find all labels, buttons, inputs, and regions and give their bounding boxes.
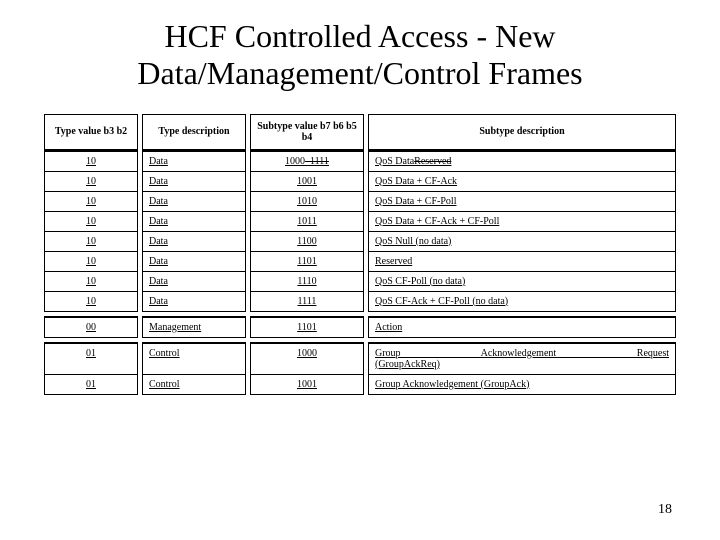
table-cell: Reserved bbox=[368, 252, 676, 272]
table-cell: Data bbox=[142, 252, 246, 272]
table-cell: 1101 bbox=[250, 316, 364, 338]
table-cell: 01 bbox=[44, 342, 138, 375]
table-cell: 1000 bbox=[250, 342, 364, 375]
table-cell: 10 bbox=[44, 192, 138, 212]
table-cell: Data bbox=[142, 212, 246, 232]
table-cell: QoS CF-Poll (no data) bbox=[368, 272, 676, 292]
table-cell: Management bbox=[142, 316, 246, 338]
table-cell: 1010 bbox=[250, 192, 364, 212]
table-cell: Group Acknowledgement (GroupAck) bbox=[368, 375, 676, 395]
table-cell: 10 bbox=[44, 172, 138, 192]
page-number: 18 bbox=[658, 502, 672, 518]
slide: HCF Controlled Access - New Data/Managem… bbox=[0, 0, 720, 540]
table-cell: QoS Data + CF-Ack bbox=[368, 172, 676, 192]
table-cell: QoS CF-Ack + CF-Poll (no data) bbox=[368, 292, 676, 312]
col-subtype-value: Subtype value b7 b6 b5 b4 bbox=[250, 114, 364, 150]
table-cell: Control bbox=[142, 375, 246, 395]
table-row: 10Data1011QoS Data + CF-Ack + CF-Poll bbox=[44, 212, 676, 232]
table-cell: 1000–1111 bbox=[250, 150, 364, 172]
table-cell: 10 bbox=[44, 212, 138, 232]
table-cell: 1001 bbox=[250, 172, 364, 192]
frames-table: Type value b3 b2 Type description Subtyp… bbox=[40, 114, 680, 395]
table-cell: Data bbox=[142, 272, 246, 292]
table-cell: Data bbox=[142, 192, 246, 212]
table-cell: 01 bbox=[44, 375, 138, 395]
col-subtype-desc: Subtype description bbox=[368, 114, 676, 150]
table-cell: Data bbox=[142, 292, 246, 312]
table-cell: Data bbox=[142, 232, 246, 252]
table-cell: 10 bbox=[44, 252, 138, 272]
table-row: 10Data1110QoS CF-Poll (no data) bbox=[44, 272, 676, 292]
table-cell: Data bbox=[142, 172, 246, 192]
table-row: 01Control1000Group Acknowledgement Reque… bbox=[44, 342, 676, 375]
table-row: 10Data1111QoS CF-Ack + CF-Poll (no data) bbox=[44, 292, 676, 312]
table-cell: 00 bbox=[44, 316, 138, 338]
table-cell: Action bbox=[368, 316, 676, 338]
table-row: 10Data1001QoS Data + CF-Ack bbox=[44, 172, 676, 192]
table-row: 01Control1001Group Acknowledgement (Grou… bbox=[44, 375, 676, 395]
table-cell: 10 bbox=[44, 150, 138, 172]
table-cell: 1011 bbox=[250, 212, 364, 232]
table-cell: Group Acknowledgement Request(GroupAckRe… bbox=[368, 342, 676, 375]
table-cell: 1101 bbox=[250, 252, 364, 272]
table-cell: 10 bbox=[44, 232, 138, 252]
col-type-value: Type value b3 b2 bbox=[44, 114, 138, 150]
table-row: 10Data1000–1111QoS DataReserved bbox=[44, 150, 676, 172]
table-row: 10Data1100QoS Null (no data) bbox=[44, 232, 676, 252]
table-cell: 1100 bbox=[250, 232, 364, 252]
table-header: Type value b3 b2 Type description Subtyp… bbox=[44, 114, 676, 150]
table-cell: Data bbox=[142, 150, 246, 172]
table-cell: QoS DataReserved bbox=[368, 150, 676, 172]
table-cell: 10 bbox=[44, 272, 138, 292]
table-cell: 1001 bbox=[250, 375, 364, 395]
table-row: 10Data1010QoS Data + CF-Poll bbox=[44, 192, 676, 212]
table-cell: QoS Null (no data) bbox=[368, 232, 676, 252]
table-body: 10Data1000–1111QoS DataReserved10Data100… bbox=[44, 150, 676, 395]
table-row: 00Management1101Action bbox=[44, 316, 676, 338]
table-cell: 1111 bbox=[250, 292, 364, 312]
table-cell: QoS Data + CF-Ack + CF-Poll bbox=[368, 212, 676, 232]
slide-title: HCF Controlled Access - New Data/Managem… bbox=[40, 18, 680, 92]
col-type-description: Type description bbox=[142, 114, 246, 150]
table-cell: QoS Data + CF-Poll bbox=[368, 192, 676, 212]
table-cell: 10 bbox=[44, 292, 138, 312]
table-cell: 1110 bbox=[250, 272, 364, 292]
table-cell: Control bbox=[142, 342, 246, 375]
table-row: 10Data1101Reserved bbox=[44, 252, 676, 272]
